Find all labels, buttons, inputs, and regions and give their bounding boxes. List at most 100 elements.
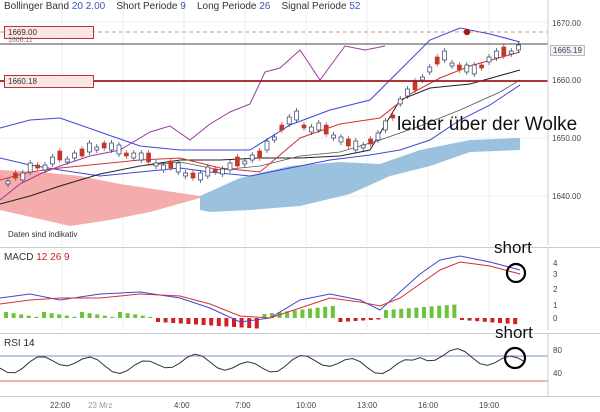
rsi-panel: RSI 14 80 40 short (0, 323, 600, 396)
macd-histogram-bar (353, 318, 358, 321)
macd-histogram-bar (156, 318, 160, 322)
macd-histogram-bar (201, 318, 206, 325)
macd-histogram-bar (452, 304, 457, 318)
candle-body (501, 46, 507, 57)
candle-body (138, 152, 144, 161)
macd-histogram-bar (57, 314, 62, 318)
macd-histogram-bar (95, 314, 100, 318)
candle-body (5, 180, 11, 185)
price-box-top: 1669.00 (4, 26, 94, 39)
candle-body (50, 156, 55, 165)
candle-body (309, 126, 314, 133)
candle-body (235, 156, 240, 167)
candle-body (13, 172, 18, 179)
macd-chart[interactable] (0, 248, 600, 330)
price-y-tick: 1640.00 (552, 192, 581, 201)
candle-body (27, 162, 33, 173)
macd-histogram-bar (87, 313, 92, 318)
macd-histogram-bar (346, 318, 350, 322)
long-value: 26 (259, 1, 271, 12)
macd-histogram-bar (171, 318, 176, 323)
rsi-chart[interactable] (0, 334, 600, 396)
macd-histogram-bar (460, 318, 464, 320)
long-label: Long Periode (196, 1, 257, 12)
candle-body (220, 168, 225, 175)
macd-histogram-bar (315, 307, 320, 318)
candle-body (390, 114, 396, 119)
macd-histogram-bar (102, 315, 107, 318)
candle-body (161, 164, 166, 171)
macd-histogram-bar (285, 311, 290, 318)
candle-body (427, 66, 433, 73)
price-y-tick: 1670.00 (552, 19, 581, 28)
macd-histogram-bar (64, 315, 69, 318)
macd-signal-line (0, 261, 521, 319)
candle-body (479, 64, 484, 69)
macd-histogram (4, 304, 518, 329)
macd-y-tick: 3 (553, 270, 558, 279)
candle-body (64, 158, 70, 163)
price-chart[interactable] (0, 0, 600, 245)
macd-histogram-bar (49, 313, 54, 318)
candle-body (412, 80, 418, 91)
candle-body (212, 168, 218, 173)
macd-histogram-bar (467, 318, 472, 321)
bollinger-upper-line (0, 27, 521, 151)
short-value: 9 (180, 1, 186, 12)
candle-body (375, 132, 381, 141)
macd-histogram-bar (26, 315, 31, 318)
macd-circle-marker (505, 262, 527, 284)
macd-histogram-bar (80, 312, 84, 318)
candle-body (131, 152, 137, 159)
macd-histogram-bar (406, 308, 411, 318)
macd-label: MACD (4, 252, 34, 263)
macd-histogram-bar (300, 309, 305, 318)
macd-histogram-bar (262, 314, 267, 318)
price-box-mid: 1660.18 (4, 75, 94, 88)
macd-histogram-bar (163, 318, 168, 323)
candle-body (323, 124, 329, 135)
macd-histogram-bar (11, 313, 16, 318)
rsi-y-tick: 80 (553, 346, 562, 355)
candle-body (420, 76, 425, 81)
candle-body (175, 162, 181, 173)
macd-histogram-bar (186, 318, 191, 324)
macd-histogram-bar (391, 309, 396, 318)
macd-histogram-bar (133, 314, 138, 318)
macd-histogram-bar (422, 307, 426, 318)
bollinger-deviation: 2.00 (85, 1, 106, 12)
rsi-short-annotation: short (495, 323, 533, 342)
candle-body (516, 44, 521, 51)
candle-body (227, 162, 233, 171)
macd-histogram-bar (376, 318, 381, 320)
candle-body (20, 172, 26, 181)
macd-histogram-bar (194, 318, 198, 325)
candle-body (397, 98, 403, 105)
candle-body (301, 124, 307, 129)
candle-body (449, 62, 455, 67)
candle-body (94, 146, 100, 151)
signal-label: Signal Periode (281, 1, 347, 12)
rsi-circle-marker (503, 346, 527, 370)
candle-body (434, 56, 440, 65)
macd-histogram-bar (224, 318, 229, 327)
candle-body (183, 172, 188, 177)
macd-histogram-bar (209, 318, 214, 326)
candle-body (242, 160, 248, 165)
candle-body (116, 144, 122, 155)
macd-histogram-bar (34, 316, 39, 318)
price-y-tick: 1650.00 (552, 134, 581, 143)
candlesticks (5, 42, 521, 187)
candle-body (405, 88, 410, 97)
candle-body (42, 164, 48, 171)
candle-body (286, 116, 292, 125)
x-tick: 7:00 (235, 401, 251, 410)
candle-body (153, 162, 159, 167)
macd-histogram-bar (490, 318, 495, 323)
rsi-param: 14 (23, 338, 35, 349)
x-tick: 16:00 (418, 401, 439, 410)
candle-body (353, 140, 359, 151)
macd-histogram-bar (125, 313, 130, 318)
macd-histogram-bar (505, 318, 510, 324)
x-tick: 23 Mrz (88, 401, 113, 410)
